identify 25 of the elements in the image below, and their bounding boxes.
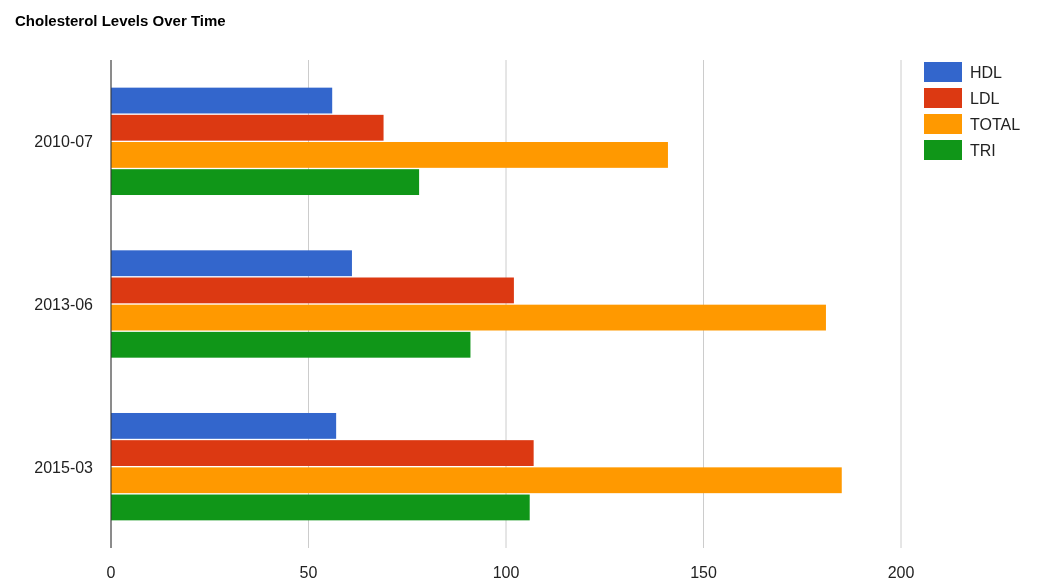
y-tick-label: 2013-06 <box>34 296 94 313</box>
bar <box>111 331 471 358</box>
legend-label: TRI <box>970 142 996 159</box>
bar <box>111 277 514 304</box>
bar <box>111 412 337 439</box>
y-tick-label: 2015-03 <box>34 458 94 476</box>
bar <box>111 142 668 168</box>
bar <box>111 169 420 196</box>
bar <box>111 467 842 494</box>
bar <box>111 304 826 331</box>
bar <box>111 494 530 521</box>
legend-label: HDL <box>970 64 1003 81</box>
x-tick-label: 150 <box>690 564 717 581</box>
chart-title: Cholesterol Levels Over Time <box>15 12 226 29</box>
bar <box>111 114 384 141</box>
bar <box>111 87 333 114</box>
x-tick-label: 0 <box>106 564 116 581</box>
x-tick-label: 50 <box>299 564 318 581</box>
y-tick-label: 2010-07 <box>34 133 94 151</box>
x-tick-label: 200 <box>887 564 915 581</box>
bar <box>111 440 534 466</box>
x-tick-label: 100 <box>492 564 520 581</box>
legend-label: TOTAL <box>970 116 1021 133</box>
bar <box>111 250 352 277</box>
legend-label: LDL <box>970 90 1000 107</box>
